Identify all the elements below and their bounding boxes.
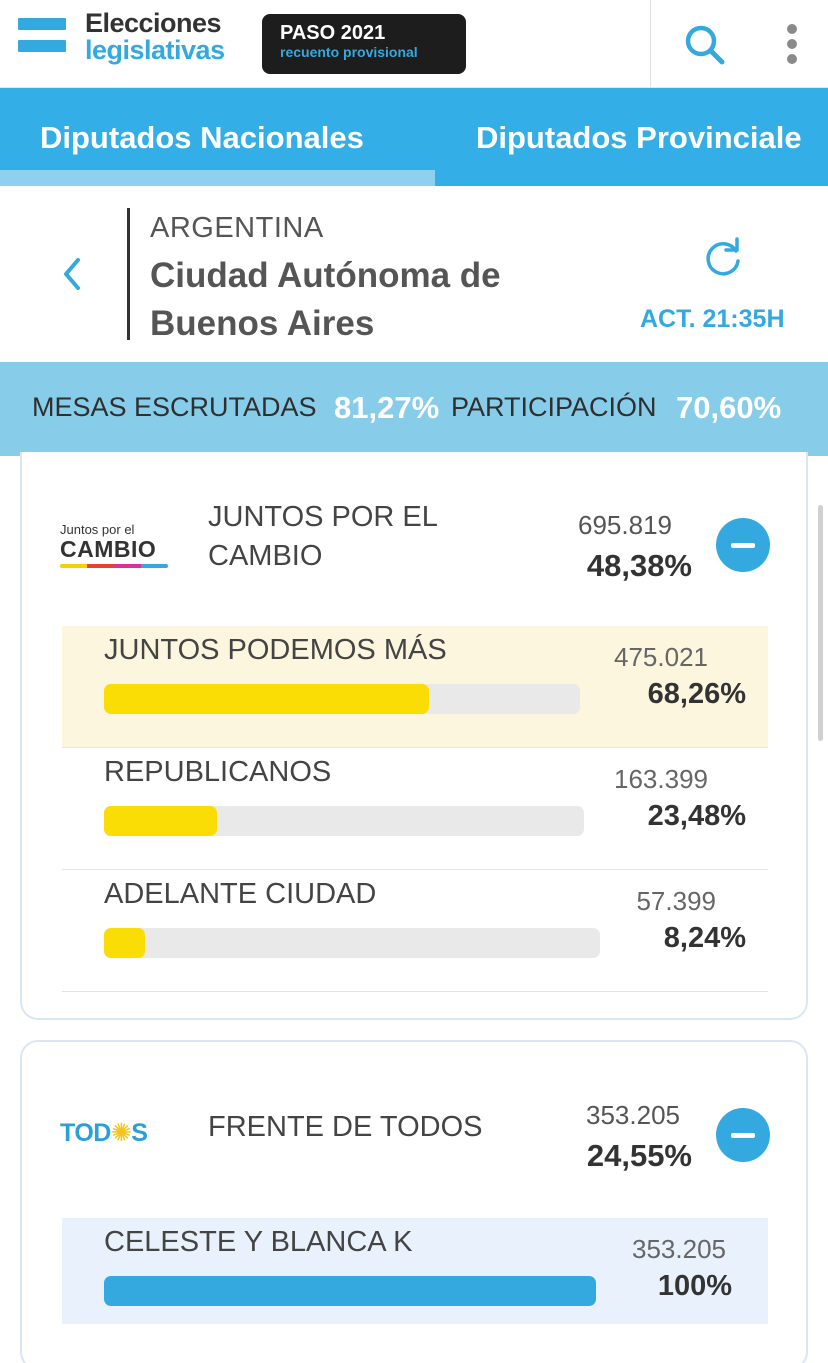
last-updated: ACT. 21:35H [640, 305, 785, 333]
location-name: Ciudad Autónoma de Buenos Aires [150, 256, 501, 343]
progress-track [104, 684, 580, 714]
party-name: FRENTE DE TODOS [208, 1111, 483, 1143]
party-logo-fdt: TOD✺S [60, 1118, 172, 1154]
mesas-label: MESAS ESCRUTADAS [32, 392, 317, 422]
party-pct: 24,55% [586, 1138, 692, 1173]
sun-icon: ✺ [110, 1119, 132, 1147]
list-name: JUNTOS PODEMOS MÁS [104, 634, 447, 666]
list-votes: 163.399 [614, 764, 708, 794]
participacion-label: PARTICIPACIÓN [451, 392, 657, 422]
logo-stripe [60, 564, 168, 568]
paso-badge: PASO 2021 recuento provisional [262, 14, 466, 74]
mesas-value: 81,27% [334, 390, 440, 425]
top-bar: Elecciones legislativas PASO 2021 recuen… [0, 0, 828, 88]
party-votes: 353.205 [586, 1100, 680, 1130]
list-votes: 475.021 [614, 642, 708, 672]
logo-big-text: CAMBIO [60, 536, 157, 562]
list-name: CELESTE Y BLANCA K [104, 1226, 413, 1258]
progress-fill [104, 806, 217, 836]
progress-fill [104, 1276, 596, 1306]
search-icon [685, 25, 725, 65]
progress-track [104, 928, 600, 958]
party-name: JUNTOS POR EL CAMBIO [208, 501, 437, 572]
chevron-left-icon [64, 258, 80, 290]
stats-bar: MESAS ESCRUTADAS 81,27% PARTICIPACIÓN 70… [0, 362, 828, 456]
list-row[interactable]: CELESTE Y BLANCA K 353.205 100% [62, 1218, 768, 1324]
logo-line2: legislativas [85, 35, 225, 65]
logo-small-text: Juntos por el [60, 522, 135, 537]
list-row[interactable]: JUNTOS PODEMOS MÁS 475.021 68,26% [62, 626, 768, 748]
party-card: TOD✺S FRENTE DE TODOS 353.205 24,55% CEL… [20, 1040, 808, 1363]
list-votes: 57.399 [636, 886, 716, 916]
app-logo-text[interactable]: Elecciones legislativas [85, 10, 225, 64]
list-pct: 8,24% [663, 922, 746, 954]
participacion-value: 70,60% [676, 390, 782, 425]
progress-fill [104, 928, 145, 958]
active-tab-indicator [0, 170, 435, 186]
party-logo-jxc: Juntos por el CAMBIO [60, 518, 172, 570]
list-pct: 100% [657, 1270, 732, 1302]
list-votes: 353.205 [632, 1234, 726, 1264]
chamber-tabs: Diputados Nacionales Diputados Provincia… [0, 88, 828, 186]
list-name: ADELANTE CIUDAD [104, 878, 377, 910]
search-button[interactable] [680, 20, 728, 68]
list-row[interactable]: ADELANTE CIUDAD 57.399 8,24% [62, 870, 768, 992]
top-divider [650, 0, 651, 88]
list-name: REPUBLICANOS [104, 756, 332, 788]
location-divider [127, 208, 130, 340]
list-pct: 68,26% [647, 678, 746, 710]
location-country: ARGENTINA [150, 212, 324, 244]
party-votes: 695.819 [578, 510, 672, 540]
back-button[interactable] [54, 254, 90, 294]
collapse-button[interactable] [716, 1108, 770, 1162]
party-pct: 48,38% [586, 548, 692, 583]
list-pct: 23,48% [647, 800, 746, 832]
collapse-button[interactable] [716, 518, 770, 572]
progress-fill [104, 684, 429, 714]
progress-track [104, 806, 584, 836]
badge-title: PASO 2021 [280, 22, 386, 44]
progress-track [104, 1276, 596, 1306]
party-card: Juntos por el CAMBIO JUNTOS POR EL CAMBI… [20, 452, 808, 1020]
scrollbar[interactable] [818, 505, 823, 741]
logo-line1: Elecciones [85, 8, 222, 38]
tab-diputados-nacionales[interactable]: Diputados Nacionales [40, 120, 364, 155]
tab-diputados-provinciales[interactable]: Diputados Provinciale [476, 120, 802, 155]
more-menu-button[interactable] [776, 20, 808, 68]
logo-icon [18, 18, 66, 58]
more-vertical-icon [787, 24, 797, 34]
logo-text-a: TOD [60, 1119, 111, 1147]
logo-text-b: S [131, 1119, 148, 1147]
badge-subtitle: recuento provisional [280, 44, 418, 60]
refresh-button[interactable] [698, 234, 748, 284]
refresh-icon [706, 237, 740, 276]
list-row[interactable]: REPUBLICANOS 163.399 23,48% [62, 748, 768, 870]
